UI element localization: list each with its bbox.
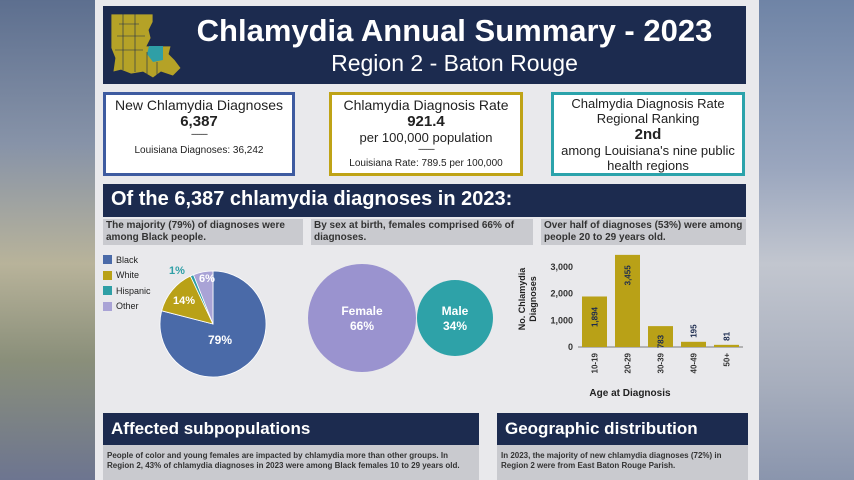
bubble-value-male: 34% xyxy=(443,319,467,333)
legend-item: Hispanic xyxy=(103,283,151,299)
pie-label-hispanic: 1% xyxy=(169,265,185,277)
x-tick-label: 40-49 xyxy=(690,352,699,373)
bubble-male xyxy=(417,280,493,356)
card-value: 921.4 xyxy=(407,113,445,130)
card-diagnosis-rate: Chlamydia Diagnosis Rate 921.4 per 100,0… xyxy=(329,92,523,176)
bubble-value-female: 66% xyxy=(350,319,374,333)
header-banner: Chlamydia Annual Summary - 2023 Region 2… xyxy=(103,6,746,84)
bubble-female xyxy=(308,264,416,372)
legend-item: White xyxy=(103,268,151,284)
card-unit: per 100,000 population xyxy=(359,130,493,145)
card-text: among Louisiana's nine public xyxy=(561,143,735,158)
card-label: Chlamydia Diagnosis Rate xyxy=(343,97,509,113)
card-value: 6,387 xyxy=(180,113,218,130)
infographic-sheet: Chlamydia Annual Summary - 2023 Region 2… xyxy=(95,0,759,480)
legend-swatch xyxy=(103,286,112,296)
background-blur-left xyxy=(0,0,95,480)
card-text-2: health regions xyxy=(607,158,689,173)
card-new-diagnoses: New Chlamydia Diagnoses 6,387 -------- L… xyxy=(103,92,295,176)
legend-swatch xyxy=(103,301,112,311)
y-tick-label: 2,000 xyxy=(550,289,573,299)
caption-age: Over half of diagnoses (53%) were among … xyxy=(541,219,746,245)
bar-10-19 xyxy=(582,296,607,347)
bar-value-label: 3,455 xyxy=(624,265,633,286)
background-blur-right xyxy=(759,0,854,480)
bar-20-29 xyxy=(615,254,640,347)
legend-swatch xyxy=(103,255,112,265)
legend-item: Black xyxy=(103,252,151,268)
bar-50+ xyxy=(714,344,739,347)
x-tick-label: 20-29 xyxy=(624,352,633,373)
card-divider: -------- xyxy=(418,144,435,154)
x-tick-label: 10-19 xyxy=(591,352,600,373)
bar-value-label: 195 xyxy=(690,324,699,338)
x-axis-title: Age at Diagnosis xyxy=(589,388,671,399)
legend-item: Other xyxy=(103,299,151,315)
text-geographic-distribution: In 2023, the majority of new chlamydia d… xyxy=(497,445,748,480)
pie-label-other: 6% xyxy=(199,273,215,285)
louisiana-map-icon xyxy=(110,13,182,79)
y-tick-label: 0 xyxy=(568,342,573,352)
heading-geographic-distribution: Geographic distribution xyxy=(497,413,748,445)
y-axis-title-2: Diagnoses xyxy=(528,276,538,322)
card-regional-ranking: Chalmydia Diagnosis Rate Regional Rankin… xyxy=(551,92,745,176)
legend-swatch xyxy=(103,270,112,280)
x-tick-label: 50+ xyxy=(723,353,732,367)
bar-value-label: 1,894 xyxy=(591,306,600,327)
y-tick-label: 1,000 xyxy=(550,315,573,325)
page-title: Chlamydia Annual Summary - 2023 xyxy=(196,13,713,48)
caption-sex: By sex at birth, females comprised 66% o… xyxy=(311,219,533,245)
text-affected-subpopulations: People of color and young females are im… xyxy=(103,445,479,480)
x-tick-label: 30-39 xyxy=(657,352,666,373)
card-value: 2nd xyxy=(634,126,662,143)
pie-label-black: 79% xyxy=(208,333,232,347)
y-axis-title: No. Chlamydia xyxy=(517,267,527,331)
card-label: Chalmydia Diagnosis Rate xyxy=(571,96,725,111)
legend-label: Hispanic xyxy=(116,285,151,296)
bar-30-39 xyxy=(648,326,673,347)
card-footer: Louisiana Rate: 789.5 per 100,000 xyxy=(349,158,503,169)
bar-value-label: 81 xyxy=(723,331,732,340)
card-label-2: Regional Ranking xyxy=(596,111,700,126)
card-footer: Louisiana Diagnoses: 36,242 xyxy=(134,145,264,156)
section-heading: Of the 6,387 chlamydia diagnoses in 2023… xyxy=(103,184,746,217)
page-subtitle: Region 2 - Baton Rouge xyxy=(331,50,578,76)
caption-race: The majority (79%) of diagnoses were amo… xyxy=(103,219,303,245)
bar-value-label: 783 xyxy=(657,334,666,348)
card-divider: -------- xyxy=(191,129,208,139)
legend-label: White xyxy=(116,270,140,281)
legend-label: Black xyxy=(116,254,139,265)
race-legend: Black White Hispanic Other xyxy=(103,252,151,314)
pie-label-white: 14% xyxy=(173,295,195,307)
card-label: New Chlamydia Diagnoses xyxy=(114,97,284,113)
y-tick-label: 3,000 xyxy=(550,262,573,272)
pie-slice-other xyxy=(192,270,214,325)
heading-affected-subpopulations: Affected subpopulations xyxy=(103,413,479,445)
legend-label: Other xyxy=(116,301,139,312)
bar-40-49 xyxy=(681,341,706,347)
bubble-label-female: Female xyxy=(341,304,383,318)
bubble-label-male: Male xyxy=(442,304,469,318)
